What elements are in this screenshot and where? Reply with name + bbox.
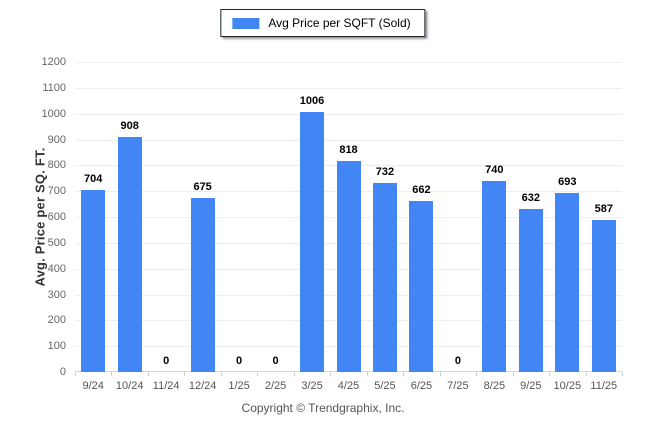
x-axis-tick (111, 372, 113, 376)
x-tick-label: 4/25 (337, 380, 360, 392)
x-tick-label: 5/25 (374, 380, 396, 392)
y-tick-label: 600 (47, 211, 66, 223)
x-axis-tick (75, 372, 76, 376)
gridline (75, 62, 622, 63)
bar-value-label: 632 (521, 191, 541, 204)
bar-value-label: 0 (163, 355, 170, 367)
bar-value-label: 732 (375, 165, 395, 178)
x-tick-label: 3/25 (301, 380, 323, 392)
bar-value-label: 704 (84, 173, 103, 186)
bar-value-label: 587 (594, 203, 613, 216)
gridline (75, 113, 622, 115)
x-axis-tick (549, 372, 551, 376)
bar-value-label: 1006 (299, 95, 325, 108)
x-axis-tick (184, 372, 186, 376)
x-axis-tick (220, 372, 222, 376)
x-axis-tick (585, 372, 587, 376)
x-tick-label: 6/25 (410, 380, 433, 392)
bar-5-25 (372, 182, 397, 372)
gridline (75, 87, 622, 89)
bar-10-25 (555, 192, 580, 372)
bar-12-24 (190, 197, 215, 372)
x-tick-label: 12/24 (188, 380, 217, 392)
x-tick-label: 11/25 (590, 380, 618, 392)
x-axis-tick (147, 372, 149, 376)
x-tick-label: 8/25 (483, 380, 506, 392)
y-tick-label: 500 (47, 236, 66, 249)
bar-6-25 (409, 200, 434, 372)
x-axis-tick (622, 372, 623, 376)
legend-swatch (232, 17, 260, 29)
x-tick-label: 7/25 (447, 380, 469, 392)
y-axis-title: Avg. Price per SQ. FT. (32, 147, 48, 287)
x-tick-label: 1/25 (228, 380, 250, 392)
plot-area: 0 100 200 300 400 500 600 700 800 900 1000 1100 1200… (42, 56, 623, 392)
x-axis-tick (439, 372, 441, 376)
bar-10-24 (117, 137, 142, 372)
y-tick-label: 400 (47, 262, 66, 275)
y-tick-label: 200 (47, 314, 66, 327)
y-tick-label: 900 (47, 133, 66, 146)
x-axis-tick (512, 372, 514, 376)
bar-8-25 (482, 180, 507, 372)
bar-value-label: 740 (485, 163, 504, 176)
y-tick-label: 300 (47, 288, 66, 301)
bar-4-25 (336, 160, 361, 372)
x-tick-label: 9/24 (82, 380, 104, 392)
y-tick-label: 0 (59, 366, 66, 378)
bar-value-label: 0 (272, 355, 279, 367)
x-tick-label: 10/25 (553, 380, 582, 392)
bar-value-label: 818 (339, 143, 358, 156)
x-axis-tick (476, 372, 478, 376)
bar-value-label: 662 (412, 183, 431, 196)
bar-9-25 (518, 208, 543, 372)
copyright-text: Copyright © Trendgraphix, Inc. (241, 401, 405, 415)
y-tick-label: 1000 (41, 107, 66, 120)
y-tick-label: 1200 (41, 56, 66, 68)
legend-label: Avg Price per SQFT (Sold) (268, 16, 411, 30)
x-axis-tick (330, 372, 332, 376)
x-tick-label: 11/24 (152, 380, 180, 392)
bar-11-25 (591, 220, 616, 372)
bar-3-25 (300, 112, 325, 372)
x-tick-label: 2/25 (264, 380, 287, 392)
bar-value-label: 675 (193, 180, 212, 193)
y-tick-label: 700 (47, 185, 66, 198)
bar-9-24 (81, 190, 106, 372)
x-axis-tick (257, 372, 259, 376)
x-axis-tick (366, 372, 368, 376)
bar-value-label: 0 (454, 355, 461, 367)
gridline (75, 139, 622, 141)
x-tick-label: 10/24 (115, 380, 144, 392)
bar-value-label: 0 (236, 355, 243, 367)
bar-value-label: 693 (558, 175, 577, 188)
legend: Avg Price per SQFT (Sold) (220, 9, 426, 37)
y-tick-label: 100 (47, 340, 66, 353)
y-tick-label: 800 (47, 159, 66, 172)
bar-value-label: 908 (120, 120, 139, 133)
x-axis-tick (293, 372, 295, 376)
x-axis-tick (403, 372, 405, 376)
y-tick-label: 1100 (42, 81, 66, 94)
x-tick-label: 9/25 (520, 380, 542, 392)
